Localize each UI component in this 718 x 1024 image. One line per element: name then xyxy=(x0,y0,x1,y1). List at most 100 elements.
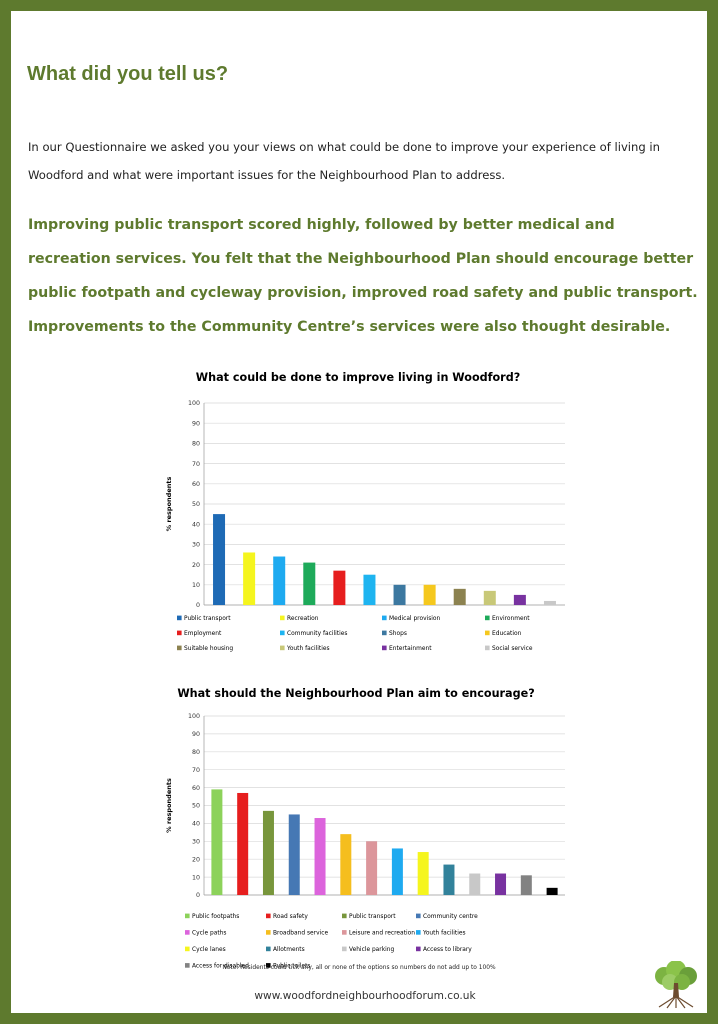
y-tick-label: 90 xyxy=(192,420,200,427)
chart-title: What should the Neighbourhood Plan aim t… xyxy=(177,687,534,700)
bar xyxy=(213,514,226,605)
legend-swatch xyxy=(185,930,190,935)
y-tick-label: 50 xyxy=(192,803,200,810)
legend-label: Social service xyxy=(492,646,533,652)
y-tick-label: 10 xyxy=(192,874,200,881)
legend-swatch xyxy=(342,913,347,919)
legend-label: Shops xyxy=(389,631,407,637)
legend-label: Environment xyxy=(492,616,530,622)
bar xyxy=(363,574,376,605)
legend-swatch xyxy=(280,615,285,621)
legend-swatch xyxy=(185,913,190,919)
y-tick-label: 40 xyxy=(192,821,200,828)
y-tick-label: 90 xyxy=(192,731,200,738)
bar xyxy=(483,590,496,605)
bar xyxy=(495,873,507,895)
legend-swatch xyxy=(177,630,182,636)
legend-label: Access to library xyxy=(423,947,472,953)
legend-swatch xyxy=(177,615,182,621)
y-axis-label: % respondents xyxy=(165,477,173,532)
legend-swatch xyxy=(342,946,347,952)
y-tick-label: 60 xyxy=(192,785,200,792)
bar xyxy=(273,556,286,605)
legend-label: Youth facilities xyxy=(422,931,466,937)
legend-label: Leisure and recreation xyxy=(349,931,415,937)
y-tick-label: 10 xyxy=(192,582,200,589)
y-tick-label: 80 xyxy=(192,441,200,448)
bar xyxy=(469,873,481,895)
legend-label: Cycle paths xyxy=(192,931,226,937)
legend-label: Cycle lanes xyxy=(192,947,226,953)
bar xyxy=(340,834,352,895)
legend-swatch xyxy=(266,963,271,968)
legend-swatch xyxy=(485,630,490,636)
legend-label: Employment xyxy=(184,631,222,637)
bar xyxy=(333,570,346,605)
improve-living-chart: What could be done to improve living in … xyxy=(165,371,565,652)
legend-swatch xyxy=(266,930,271,935)
y-tick-label: 70 xyxy=(192,461,200,468)
legend-label: Education xyxy=(492,631,522,637)
bar xyxy=(393,584,406,605)
website-url[interactable]: www.woodfordneighbourhoodforum.co.uk xyxy=(254,990,476,1002)
y-tick-label: 100 xyxy=(188,400,200,407)
legend-swatch xyxy=(416,930,421,935)
bar xyxy=(303,562,316,605)
intro-paragraph: In our Questionnaire we asked you your v… xyxy=(28,140,660,182)
legend-label: Public transport xyxy=(184,616,231,622)
legend-label: Allotments xyxy=(273,947,305,953)
bar xyxy=(211,789,223,895)
legend-swatch xyxy=(416,913,421,919)
legend-label: Community centre xyxy=(423,914,478,920)
bar xyxy=(443,864,455,895)
bar xyxy=(366,841,378,895)
bar xyxy=(513,594,526,605)
legend-swatch xyxy=(382,630,387,636)
bar xyxy=(423,584,436,605)
y-axis-label: % respondents xyxy=(165,778,173,833)
bar xyxy=(520,875,532,895)
y-tick-label: 30 xyxy=(192,542,200,549)
legend-swatch xyxy=(266,946,271,952)
y-tick-label: 0 xyxy=(196,602,200,609)
bar xyxy=(314,818,326,895)
legend-label: Suitable housing xyxy=(184,646,233,652)
legend-label: Access for disabled xyxy=(192,964,249,970)
y-tick-label: 70 xyxy=(192,767,200,774)
legend-swatch xyxy=(416,946,421,952)
legend-label: Entertainment xyxy=(389,646,432,652)
y-tick-label: 20 xyxy=(192,562,200,569)
bar xyxy=(543,600,556,605)
legend-swatch xyxy=(185,946,190,952)
y-tick-label: 60 xyxy=(192,481,200,488)
legend-label: Broadband service xyxy=(273,931,328,937)
document-page: What did you tell us? In our Questionnai… xyxy=(11,11,707,1013)
legend-swatch xyxy=(382,645,387,651)
legend-swatch xyxy=(485,645,490,651)
legend-label: Vehicle parking xyxy=(349,947,394,953)
bar xyxy=(237,792,249,895)
y-tick-label: 80 xyxy=(192,749,200,756)
neighbourhood-plan-chart: What should the Neighbourhood Plan aim t… xyxy=(165,687,565,970)
legend-label: Medical provision xyxy=(389,616,441,622)
legend-swatch xyxy=(382,615,387,621)
tree-icon xyxy=(655,961,697,1009)
y-tick-label: 40 xyxy=(192,521,200,528)
summary-paragraph: Improving public transport scored highly… xyxy=(28,217,698,335)
legend-swatch xyxy=(280,630,285,636)
legend-swatch xyxy=(185,963,190,968)
legend-swatch xyxy=(266,913,271,919)
footnote: Note: Residents could tick any, all or n… xyxy=(222,965,496,971)
legend-swatch xyxy=(280,645,285,651)
legend-label: Youth facilities xyxy=(286,646,330,652)
y-tick-label: 50 xyxy=(192,501,200,508)
y-tick-label: 100 xyxy=(188,713,200,720)
bar xyxy=(417,852,429,895)
legend-label: Public toilets xyxy=(273,964,311,970)
legend-swatch xyxy=(177,645,182,651)
bar xyxy=(243,552,256,605)
y-tick-label: 0 xyxy=(196,892,200,899)
bar xyxy=(262,810,274,895)
bar xyxy=(546,887,558,895)
bar xyxy=(453,588,466,605)
